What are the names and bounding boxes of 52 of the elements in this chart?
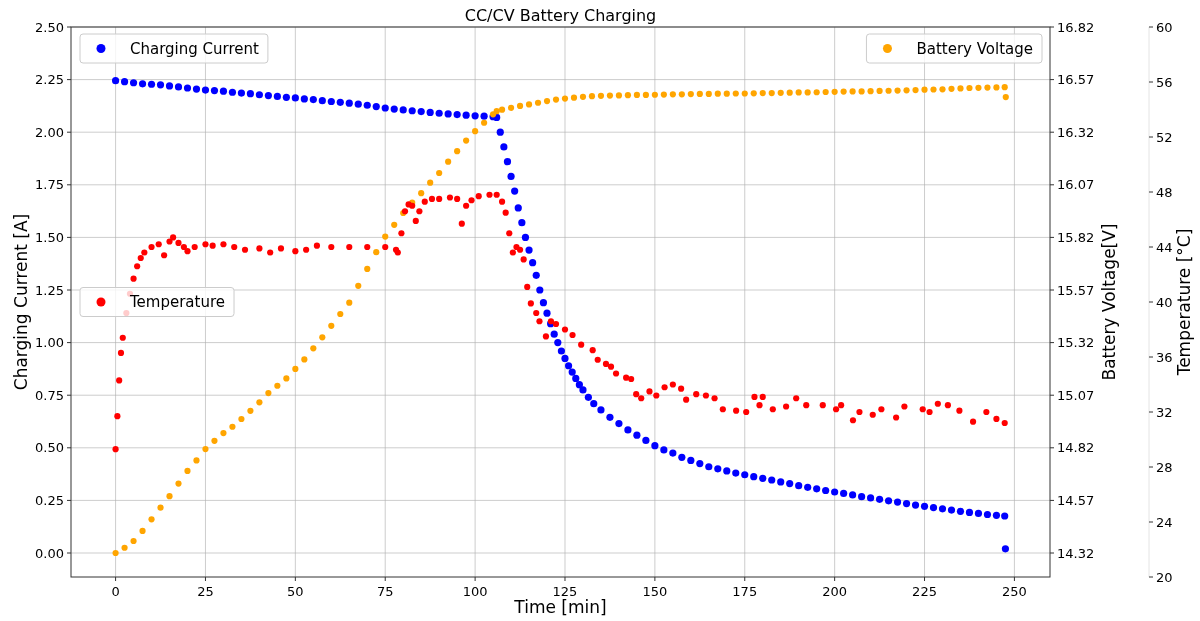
y-tick-label: 2.00 (35, 124, 64, 140)
y2-tick-label: 15.07 (1057, 387, 1095, 403)
y-axis-title: Charging Current [A] (11, 213, 31, 391)
x-tick-label: 200 (822, 584, 848, 599)
x-tick-label: 150 (642, 584, 668, 599)
y2-tick-label: 16.32 (1057, 124, 1095, 140)
x-tick-label: 100 (462, 584, 488, 599)
y3-tick-label: 28 (1156, 459, 1173, 475)
y-tick-label: 2.25 (35, 72, 64, 88)
y2-tick-label: 16.07 (1057, 177, 1095, 193)
y-tick-label: 0.25 (35, 492, 64, 508)
y3-tick-label: 44 (1156, 239, 1173, 255)
y2-tick-label: 16.57 (1057, 72, 1095, 88)
y2-tick-label: 14.82 (1057, 440, 1095, 456)
y2-axis-title: Battery Voltage[V] (1099, 223, 1119, 381)
y-tick-label: 1.25 (35, 282, 64, 298)
y-tick-label: 0.50 (35, 440, 64, 456)
x-tick-label: 125 (552, 584, 578, 599)
y3-tick-label: 56 (1156, 74, 1173, 90)
x-tick-label: 250 (1001, 584, 1027, 599)
x-tick-label: 25 (197, 584, 214, 599)
y3-tick-label: 24 (1156, 514, 1173, 530)
y3-tick-label: 32 (1156, 404, 1173, 420)
y3-tick-label: 40 (1156, 294, 1173, 310)
y2-tick-label: 16.82 (1057, 19, 1095, 35)
y3-tick-label: 60 (1156, 19, 1173, 35)
y3-tick-label: 36 (1156, 349, 1173, 365)
y-tick-label: 1.50 (35, 229, 64, 245)
y-tick-label: 1.75 (35, 177, 64, 193)
y2-tick-label: 15.82 (1057, 229, 1095, 245)
y-tick-label: 2.50 (35, 19, 64, 35)
y2-tick-label: 15.32 (1057, 335, 1095, 351)
legend-label: Charging Current (130, 39, 260, 58)
legend-label: Battery Voltage (916, 39, 1034, 58)
y2-tick-label: 15.57 (1057, 282, 1095, 298)
x-tick-label: 225 (912, 584, 937, 599)
y-tick-label: 0.00 (35, 545, 64, 561)
y3-tick-label: 48 (1156, 184, 1173, 200)
x-tick-label: 175 (732, 584, 758, 599)
x-tick-label: 50 (287, 584, 304, 599)
y-tick-label: 1.00 (35, 335, 64, 351)
y3-tick-label: 52 (1156, 129, 1173, 145)
x-tick-label: 0 (111, 584, 120, 599)
y2-tick-label: 14.32 (1057, 545, 1095, 561)
y2-tick-label: 14.57 (1057, 492, 1095, 508)
y-tick-label: 0.75 (35, 387, 64, 403)
x-axis-title: Time [min] (513, 597, 607, 617)
y3-tick-label: 20 (1156, 569, 1173, 585)
chart-title: CC/CV Battery Charging (464, 6, 657, 25)
x-tick-label: 75 (376, 584, 394, 599)
y3-axis-title: Temperature [°C] (1174, 228, 1194, 377)
legend-label: Temperature (129, 293, 226, 311)
